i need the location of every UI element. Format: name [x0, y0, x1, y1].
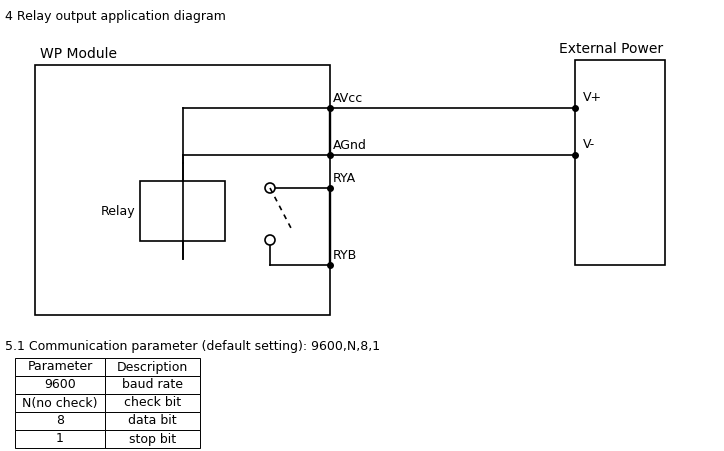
- Text: check bit: check bit: [124, 396, 181, 410]
- Bar: [105, 394, 200, 412]
- Text: baud rate: baud rate: [122, 378, 183, 391]
- Circle shape: [265, 183, 275, 193]
- Bar: [15, 430, 105, 448]
- Bar: [105, 358, 200, 376]
- Text: 5.1 Communication parameter (default setting): 9600,N,8,1: 5.1 Communication parameter (default set…: [5, 340, 380, 353]
- Text: 8: 8: [56, 414, 64, 428]
- Text: 1: 1: [56, 433, 64, 446]
- Text: RYA: RYA: [333, 172, 356, 185]
- Text: Description: Description: [117, 360, 188, 373]
- Text: N(no check): N(no check): [22, 396, 98, 410]
- Text: 9600: 9600: [44, 378, 76, 391]
- Text: External Power: External Power: [559, 42, 663, 56]
- Bar: [105, 430, 200, 448]
- Circle shape: [265, 235, 275, 245]
- Text: Parameter: Parameter: [28, 360, 93, 373]
- Bar: [15, 412, 105, 430]
- Bar: [140, 181, 225, 241]
- Bar: [15, 394, 105, 412]
- Bar: [15, 358, 105, 376]
- Bar: [105, 376, 200, 394]
- Text: AVcc: AVcc: [333, 92, 363, 105]
- Text: data bit: data bit: [128, 414, 177, 428]
- Bar: [35, 65, 330, 315]
- Bar: [105, 412, 200, 430]
- Text: 4 Relay output application diagram: 4 Relay output application diagram: [5, 10, 226, 23]
- Text: V+: V+: [583, 91, 602, 104]
- Text: stop bit: stop bit: [129, 433, 176, 446]
- Bar: [575, 60, 665, 265]
- Text: RYB: RYB: [333, 249, 357, 262]
- Text: V-: V-: [583, 138, 595, 151]
- Bar: [15, 376, 105, 394]
- Text: WP Module: WP Module: [40, 47, 117, 61]
- Text: AGnd: AGnd: [333, 139, 367, 152]
- Text: Relay: Relay: [101, 204, 135, 217]
